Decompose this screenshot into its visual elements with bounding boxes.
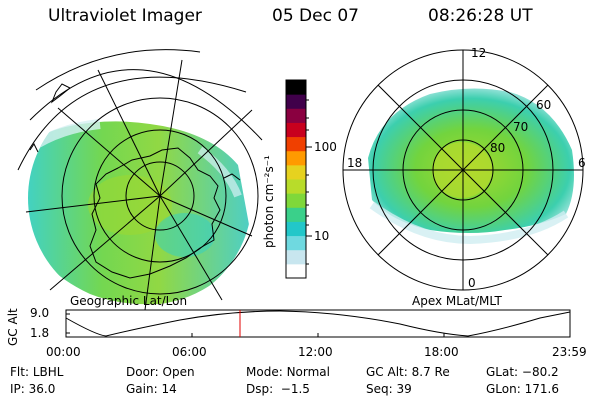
info-door: Door: Open xyxy=(126,365,195,379)
colorbar-segment xyxy=(286,108,306,123)
orbit-ytick-9: 9.0 xyxy=(30,306,50,320)
colorbar-segment xyxy=(286,263,306,279)
colorbar xyxy=(285,79,312,279)
info-dsp: Dsp: −1.5 xyxy=(246,382,310,396)
colorbar-segment xyxy=(286,80,306,95)
info-flt: Flt: LBHL xyxy=(10,365,64,379)
orbit-xtick-0000: 00:00 xyxy=(46,345,81,359)
left-panel-caption: Geographic Lat/Lon xyxy=(70,294,188,308)
colorbar-segment xyxy=(286,193,306,208)
right-panel-caption: Apex MLat/MLT xyxy=(412,294,502,308)
info-ip: IP: 36.0 xyxy=(10,382,56,396)
colorbar-segment xyxy=(286,221,306,237)
colorbar-tick-100: 100 xyxy=(314,140,337,154)
info-mode: Mode: Normal xyxy=(246,365,330,379)
info-gc-alt: GC Alt: 8.7 Re xyxy=(366,365,450,379)
mlat-label-60: 60 xyxy=(536,98,552,112)
orbit-plot xyxy=(65,309,571,338)
info-glat: GLat: −80.2 xyxy=(486,365,559,379)
info-seq: Seq: 39 xyxy=(366,382,412,396)
mlt-label-12: 12 xyxy=(471,46,487,60)
colorbar-segment xyxy=(286,207,306,222)
orbit-xtick-1200: 12:00 xyxy=(298,345,333,359)
info-gain: Gain: 14 xyxy=(126,382,177,396)
colorbar-segment xyxy=(286,122,306,138)
colorbar-segment xyxy=(286,150,306,166)
orbit-xtick-1800: 18:00 xyxy=(424,345,459,359)
colorbar-segment xyxy=(286,249,306,265)
orbit-xtick-2359: 23:59 xyxy=(552,345,587,359)
orbit-axis-label: GC Alt xyxy=(6,308,20,346)
mlt-label-18: 18 xyxy=(347,156,363,170)
mlat-label-80: 80 xyxy=(490,141,506,155)
mlt-label-0: 0 xyxy=(468,276,476,290)
colorbar-unit-label: photon cm⁻²s⁻¹ xyxy=(262,155,276,248)
date-label: 05 Dec 07 xyxy=(272,6,359,26)
orbit-ytick-1-8: 1.8 xyxy=(30,326,50,340)
colorbar-segment xyxy=(286,179,306,194)
mlat-mlt-map xyxy=(342,49,584,291)
geographic-map xyxy=(17,49,263,311)
info-glon: GLon: 171.6 xyxy=(486,382,559,396)
colorbar-segment xyxy=(286,235,306,251)
mlat-label-70: 70 xyxy=(513,120,529,134)
instrument-title: Ultraviolet Imager xyxy=(48,6,202,26)
colorbar-tick-10: 10 xyxy=(314,229,330,243)
time-label: 08:26:28 UT xyxy=(428,6,533,26)
colorbar-segment xyxy=(286,136,306,152)
colorbar-segment xyxy=(286,164,306,180)
colorbar-segment xyxy=(286,94,306,109)
orbit-xtick-0600: 06:00 xyxy=(172,345,207,359)
mlt-label-6: 6 xyxy=(578,156,586,170)
